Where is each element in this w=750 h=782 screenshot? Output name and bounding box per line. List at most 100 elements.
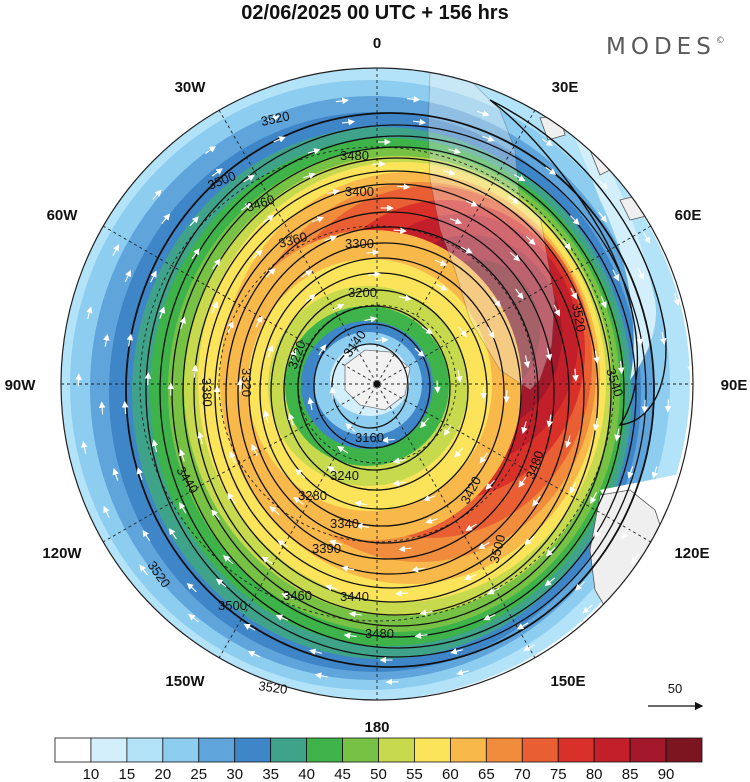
wind-arrow (465, 200, 479, 207)
colorbar-swatch (521, 737, 559, 763)
wind-arrow (277, 540, 289, 548)
contour-label: 3460 (283, 588, 312, 603)
wind-arrow (158, 306, 166, 319)
wind-arrow (414, 347, 425, 357)
lon-label-60e: 60E (675, 207, 702, 224)
wind-arrow (255, 315, 263, 328)
colorbar-label: 80 (586, 766, 603, 782)
contour-label: 3480 (365, 626, 394, 641)
wind-arrow (454, 447, 464, 458)
wind-arrow (666, 493, 673, 506)
wind-arrow (345, 423, 356, 433)
wind-arrow (684, 427, 692, 441)
wind-arrow (144, 372, 152, 386)
wind-arrow (627, 466, 634, 479)
wind-arrow (443, 424, 452, 436)
wind-arrow (305, 294, 316, 303)
wind-arrow (673, 293, 680, 307)
wind-arrow (425, 517, 438, 524)
wind-arrow (366, 249, 380, 256)
colorbar-label: 60 (442, 766, 459, 782)
contour-label: 3240 (330, 468, 359, 483)
contour-label: 3390 (312, 541, 341, 556)
colorbar-label: 10 (83, 766, 100, 782)
wind-arrow (188, 613, 199, 623)
colorbar-swatch (162, 737, 200, 763)
wind-arrow (492, 296, 502, 308)
wind-arrow (211, 301, 218, 314)
wind-arrow (152, 189, 162, 200)
wind-arrow (267, 114, 280, 122)
wind-arrow (309, 648, 322, 655)
colorbar-label: 20 (154, 766, 171, 782)
wind-arrow (515, 288, 524, 300)
contour-label: 3520 (258, 678, 289, 697)
wind-arrow (247, 650, 260, 658)
wind-arrow (590, 492, 597, 504)
wind-arrow (406, 96, 421, 103)
wind-arrow (398, 294, 412, 302)
wind-arrow (301, 270, 313, 278)
wind-arrow (442, 169, 456, 176)
wind-arrow (189, 216, 199, 227)
wind-arrow (575, 581, 585, 591)
wind-arrow (215, 578, 227, 588)
contour-label: 3300 (345, 236, 374, 251)
wind-arrow (395, 590, 409, 597)
contour-label: 3520 (569, 302, 589, 333)
wind-arrow (456, 369, 463, 383)
wind-arrow (293, 496, 305, 506)
height-contours (125, 99, 667, 668)
contour-label: 3380 (199, 378, 215, 407)
wind-arrow (191, 364, 199, 378)
wind-arrow (375, 336, 389, 344)
colorbar-swatch (593, 737, 631, 763)
colorbar-swatch (665, 737, 703, 763)
wind-arrow (419, 609, 433, 616)
wind-arrow (186, 582, 197, 593)
colorbar-label: 50 (370, 766, 387, 782)
wind-arrow (461, 246, 473, 254)
wind-arrow (421, 326, 433, 335)
copyright-mark: © (715, 36, 725, 46)
wind-arrow (687, 359, 693, 373)
wind-arrow (211, 168, 223, 177)
wind-arrow (636, 332, 644, 346)
wind-arrow (503, 390, 510, 404)
wind-arrow (414, 632, 428, 639)
wind-arrow (179, 502, 187, 514)
wind-arrow (341, 118, 355, 126)
colorbar-swatch (90, 737, 128, 763)
contour-label: 3320 (239, 368, 254, 397)
wind-arrow (86, 306, 93, 320)
wind-arrow (546, 414, 554, 428)
wind-arrow (290, 348, 297, 362)
brand-logo: MODES© (606, 34, 725, 60)
wind-arrow (227, 320, 234, 334)
wind-arrow (476, 110, 490, 117)
wind-arrow (204, 146, 217, 154)
wind-arrow (423, 495, 436, 502)
wind-arrow (513, 174, 526, 182)
wind-arrow (450, 648, 463, 655)
colorbar-swatch (629, 737, 667, 763)
wind-arrow (229, 451, 236, 464)
colorbar-label: 15 (119, 766, 136, 782)
wind-arrow (265, 268, 276, 278)
wind-arrow (307, 148, 321, 155)
wind-arrow (332, 303, 345, 311)
wind-arrow (197, 431, 204, 445)
contour-label: 3480 (340, 148, 369, 163)
lon-label-180: 180 (364, 719, 389, 736)
wind-arrow (598, 179, 608, 190)
longitude-labels: 0 30E 60E 90E 120E 150E 180 150W 120W 90… (5, 35, 748, 736)
wind-arrow (325, 584, 338, 591)
wind-arrow (614, 428, 621, 442)
wind-arrow (295, 468, 306, 479)
wind-arrow (136, 467, 143, 480)
wind-arrow (592, 418, 600, 431)
wind-arrow (479, 452, 488, 464)
wind-arrow (178, 449, 186, 462)
wind-arrow (364, 316, 378, 323)
colorbar: 10 15 20 25 30 35 40 45 50 55 60 65 70 75 80 85 90 (54, 737, 703, 782)
